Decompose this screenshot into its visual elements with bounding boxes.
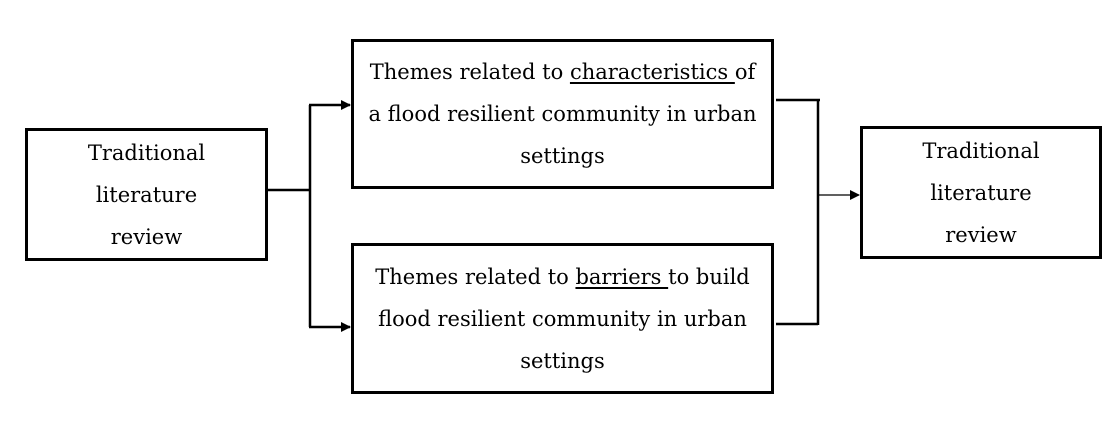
label-prefix: Themes related to (375, 264, 576, 289)
node-themes-barriers: Themes related to barriers to build floo… (351, 243, 774, 394)
node-traditional-literature-review-right: Traditional literature review (860, 126, 1102, 259)
node-label: Traditional literature review (922, 138, 1040, 247)
label-keyword: barriers (575, 264, 669, 289)
label-suffix: of a flood resilient community in urban … (368, 60, 757, 168)
label-prefix: Themes related to (369, 60, 570, 84)
node-label: Themes related to characteristics of a f… (354, 51, 771, 177)
node-traditional-literature-review-left: Traditional literature review (25, 128, 268, 261)
label-keyword: characteristics (569, 60, 735, 84)
node-label: Traditional literature review (87, 140, 206, 249)
label-suffix: to build flood resilient community in ur… (378, 264, 750, 373)
node-label: Themes related to barriers to build floo… (354, 256, 771, 382)
node-themes-characteristics: Themes related to characteristics of a f… (351, 39, 774, 189)
